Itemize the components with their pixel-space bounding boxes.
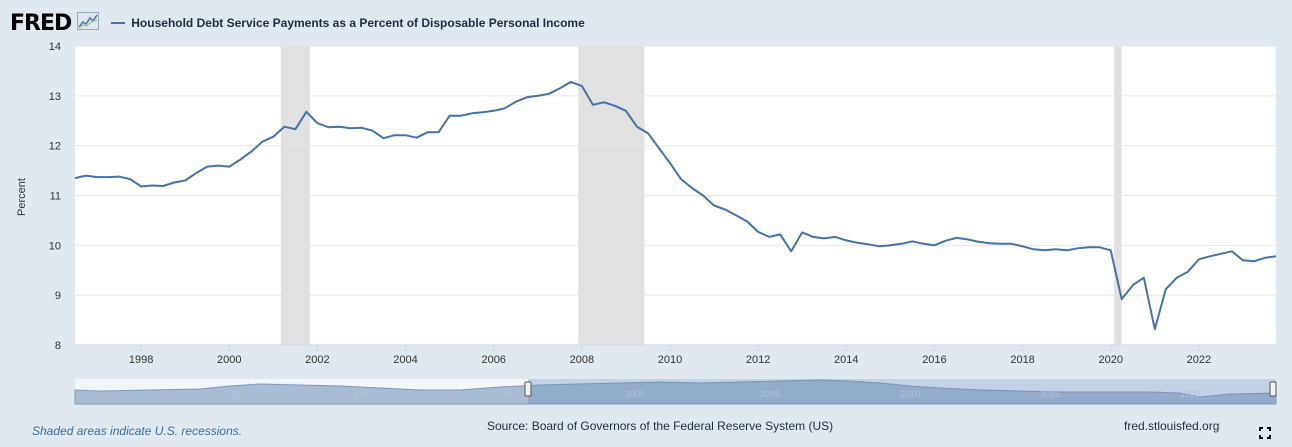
navigator-left-handle[interactable] (524, 381, 532, 397)
x-tick-2002: 2002 (305, 354, 329, 366)
navigator-label-1990: 1990 (354, 389, 374, 399)
x-tick-2006: 2006 (481, 354, 505, 366)
series-group (74, 80, 1277, 331)
navigator-label-2000: 2000 (625, 389, 645, 399)
x-tick-2012: 2012 (746, 354, 770, 366)
navigator-label-2005: 2005 (760, 389, 780, 399)
y-axis-label: Percent (16, 178, 28, 216)
fullscreen-icon[interactable] (1259, 426, 1271, 439)
navigator-selection[interactable] (528, 379, 1276, 404)
fred-logo[interactable]: FRED (10, 10, 72, 36)
x-tick-2018: 2018 (1010, 354, 1034, 366)
y-tick-10: 10 (49, 240, 61, 252)
fred-chart-icon (77, 11, 100, 35)
y-tick-11: 11 (50, 191, 61, 203)
navigator-label-1985: 1985 (227, 389, 247, 399)
y-tick-8: 8 (55, 340, 61, 352)
chart-area[interactable]: 8 9 10 11 12 13 14 1998 2000 2002 2004 2006 2008 201… (0, 0, 1292, 410)
navigator-label-2020: 2020 (1180, 389, 1200, 399)
legend-series-label[interactable]: Household Debt Service Payments as a Per… (131, 16, 585, 30)
legend-line-swatch (111, 22, 126, 24)
source-note: Source: Board of Governors of the Federa… (487, 419, 834, 433)
navigator-label-2010: 2010 (900, 389, 920, 399)
site-link[interactable]: fred.stlouisfed.org (1124, 419, 1220, 433)
series-line-0[interactable] (74, 80, 1277, 331)
x-tick-labels: 1998 2000 2002 2004 2006 2008 2010 2012 2014 2016… (75, 344, 1276, 366)
navigator-label-1995: 1995 (492, 389, 512, 399)
x-tick-2010: 2010 (658, 354, 682, 366)
navigator-year-labels: 1985 1990 1995 2000 2005 2010 2015 2020 (227, 389, 1200, 399)
x-tick-1998: 1998 (129, 354, 153, 366)
chart-header: FRED Household Debt Service Payments as … (10, 8, 585, 38)
x-tick-2008: 2008 (570, 354, 594, 366)
y-tick-12: 12 (49, 141, 61, 153)
navigator-series-area (74, 379, 1277, 405)
y-tick-labels: 8 9 10 11 12 13 14 (49, 41, 61, 352)
navigator-label-2015: 2015 (1040, 389, 1060, 399)
y-tick-13: 13 (49, 91, 61, 103)
recession-note: Shaded areas indicate U.S. recessions. (32, 424, 243, 438)
y-tick-9: 9 (55, 290, 61, 302)
navigator[interactable]: 1985 1990 1995 2000 2005 2010 2015 2020 (74, 379, 1277, 405)
y-tick-14: 14 (49, 41, 61, 53)
x-tick-2000: 2000 (217, 354, 241, 366)
x-tick-2016: 2016 (922, 354, 946, 366)
x-tick-2020: 2020 (1098, 354, 1122, 366)
x-tick-2014: 2014 (834, 354, 858, 366)
navigator-right-handle[interactable] (1269, 381, 1277, 397)
x-tick-2004: 2004 (393, 354, 417, 366)
x-tick-2022: 2022 (1187, 354, 1211, 366)
